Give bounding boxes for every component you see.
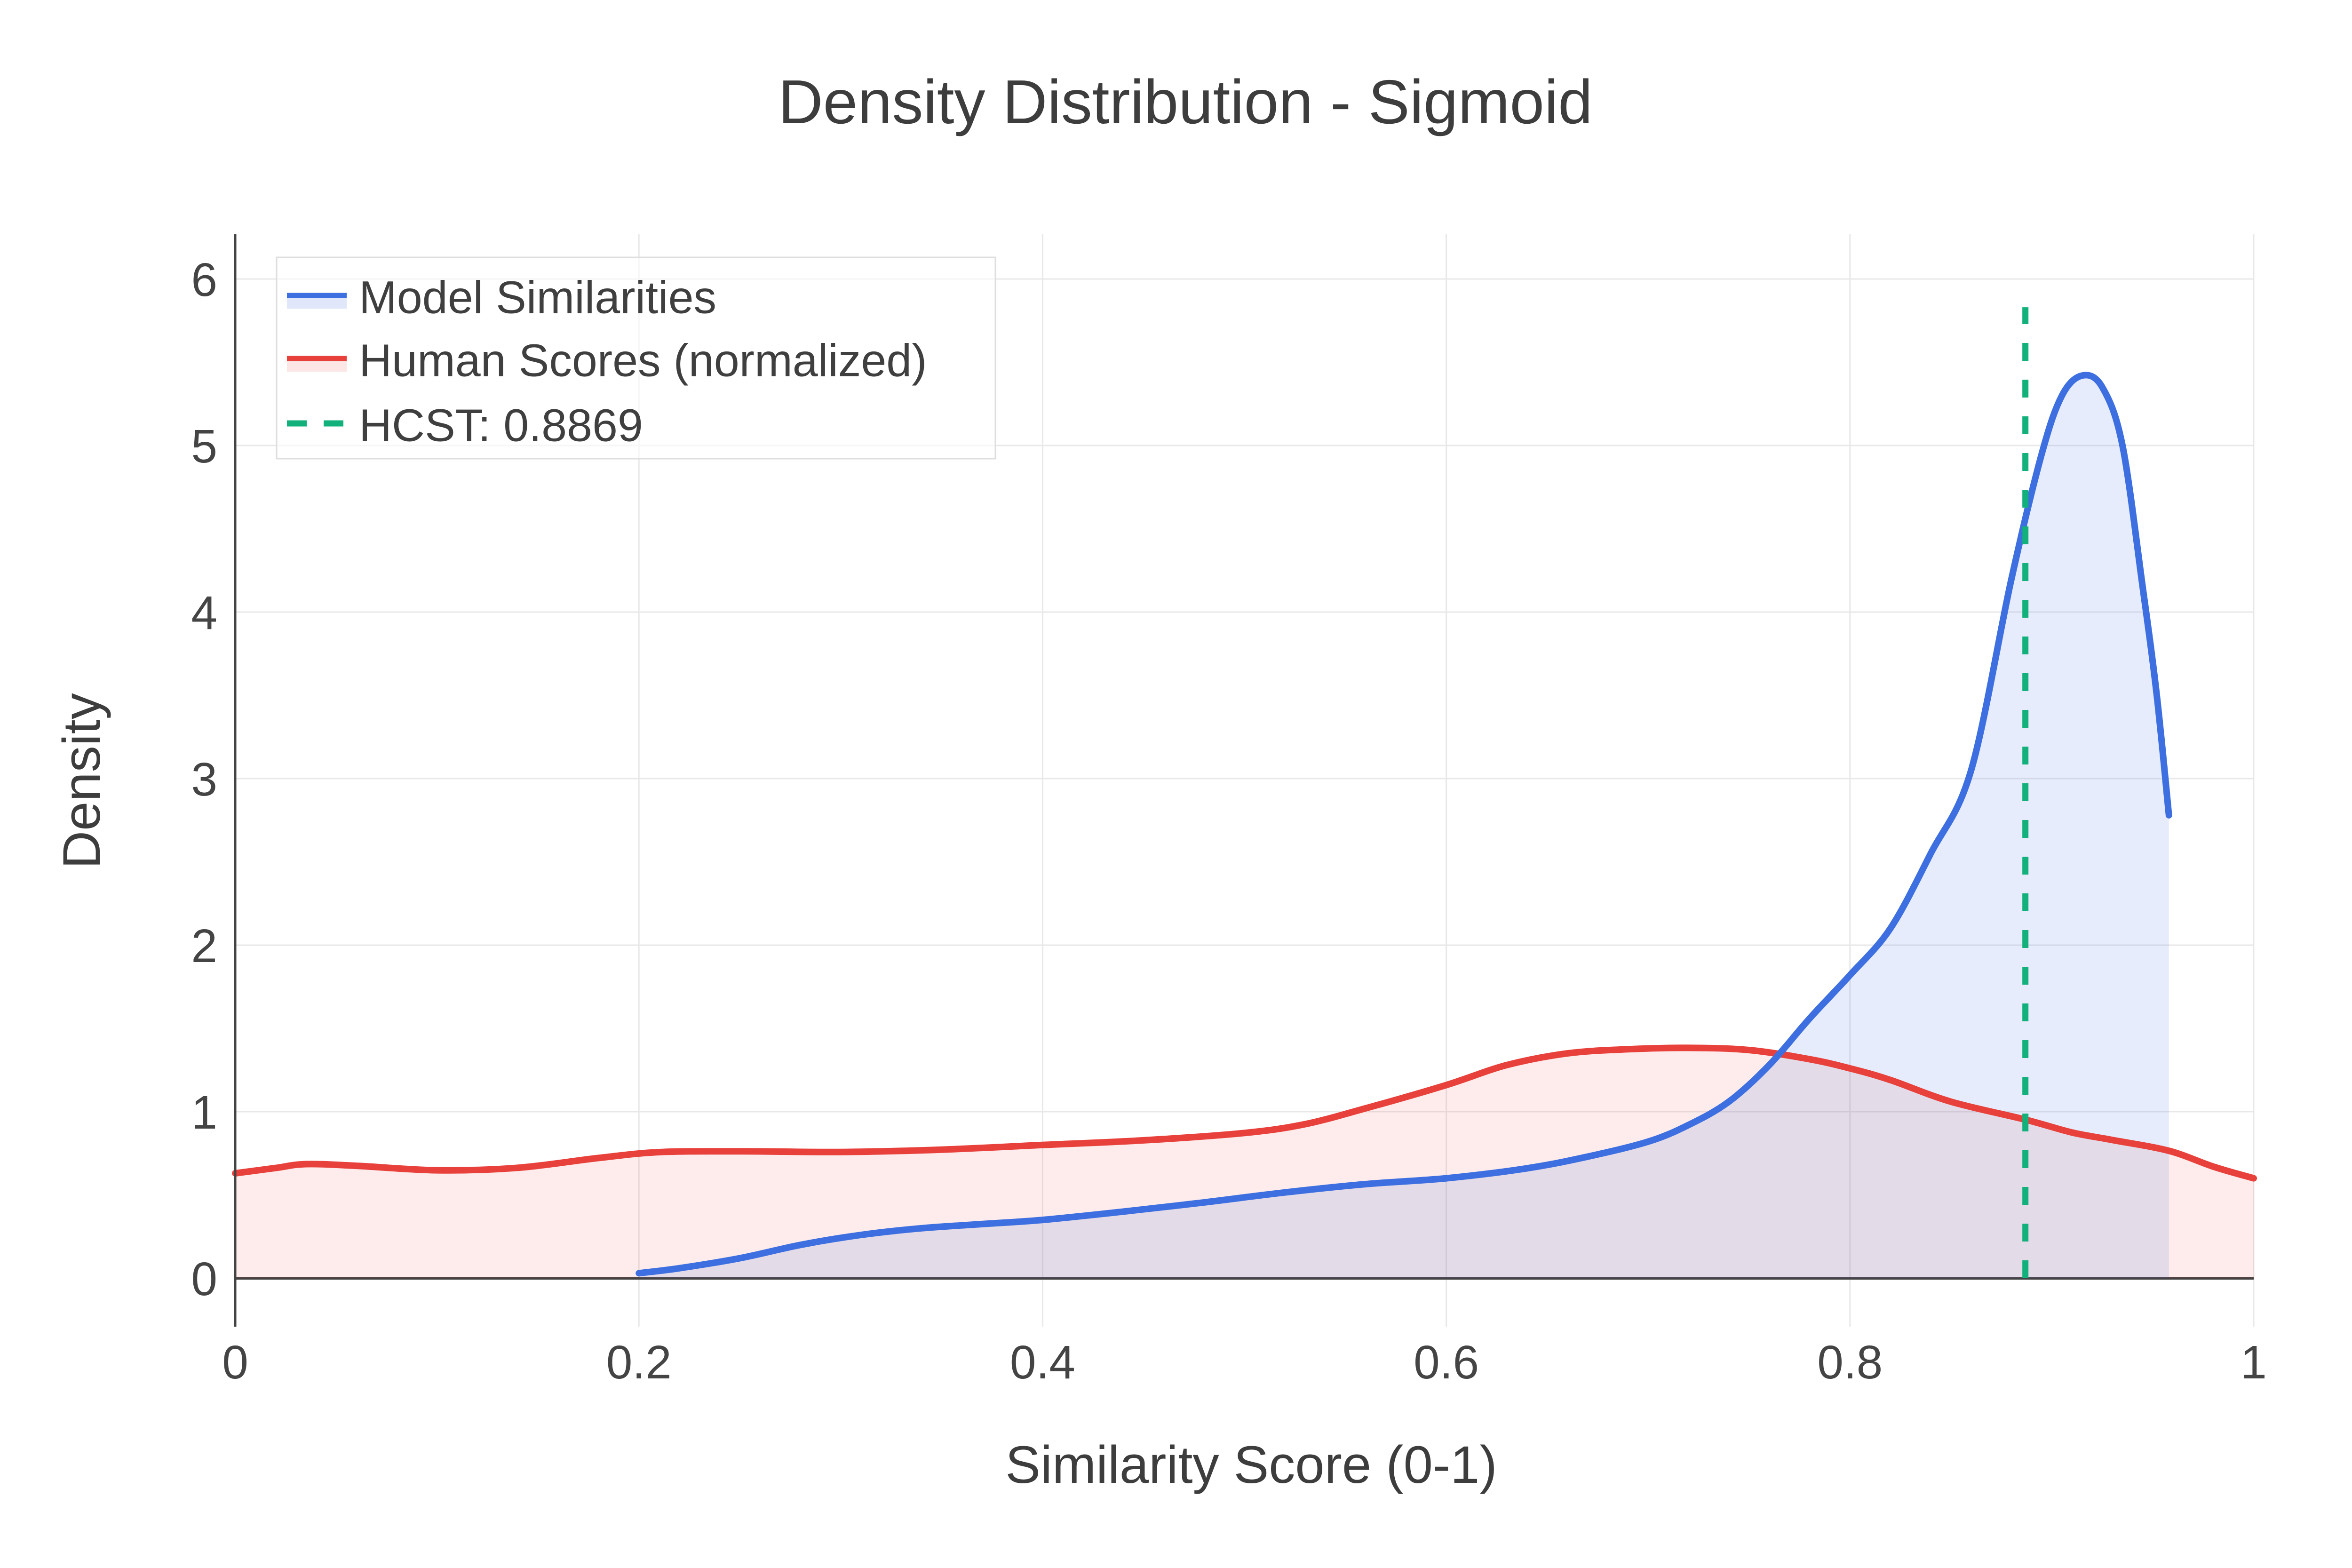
x-tick-label: 0.2 xyxy=(606,1336,672,1389)
line-model-similarities xyxy=(636,372,2172,1277)
legend-box xyxy=(276,256,996,460)
y-axis-title: Density xyxy=(52,693,111,868)
legend-item-area-0[interactable]: Model Similarities xyxy=(287,272,716,323)
x-tick-label: 0.6 xyxy=(1414,1336,1479,1389)
series-fills xyxy=(235,375,2254,1278)
fill-human-scores-normalized- xyxy=(235,1048,2254,1278)
legend-item-label: HCST: 0.8869 xyxy=(359,400,643,451)
x-axis-title: Similarity Score (0-1) xyxy=(1005,1435,1497,1494)
x-tick-label: 0 xyxy=(222,1336,248,1389)
y-tick-label: 1 xyxy=(191,1086,217,1139)
series-lines xyxy=(232,372,2257,1277)
line-human-scores-normalized- xyxy=(232,1044,2257,1182)
y-tick-label: 3 xyxy=(191,753,217,806)
x-tick-label: 0.8 xyxy=(1817,1336,1883,1389)
y-tick-label: 2 xyxy=(191,920,217,972)
y-tick-label: 0 xyxy=(191,1253,217,1305)
legend-item-label: Model Similarities xyxy=(359,272,716,323)
y-tick-label: 6 xyxy=(191,254,217,306)
y-tick-label: 4 xyxy=(191,587,217,639)
tick-labels: 0 1 2 3 4 5 6 0 0.2 0.4 0.6 0.8 1 xyxy=(191,254,2266,1389)
x-tick-label: 0.4 xyxy=(1010,1336,1075,1389)
legend-item-hcst[interactable]: HCST: 0.8869 xyxy=(287,400,643,451)
chart-title: Density Distribution - Sigmoid xyxy=(778,67,1592,136)
legend: Model Similarities Human Scores (normaliz… xyxy=(276,256,996,460)
legend-item-area-1[interactable]: Human Scores (normalized) xyxy=(287,335,927,386)
x-tick-label: 1 xyxy=(2241,1336,2267,1389)
y-tick-label: 5 xyxy=(191,420,217,473)
legend-swatch-fill xyxy=(287,361,347,372)
legend-swatch-fill xyxy=(287,298,347,309)
legend-item-label: Human Scores (normalized) xyxy=(359,335,927,386)
